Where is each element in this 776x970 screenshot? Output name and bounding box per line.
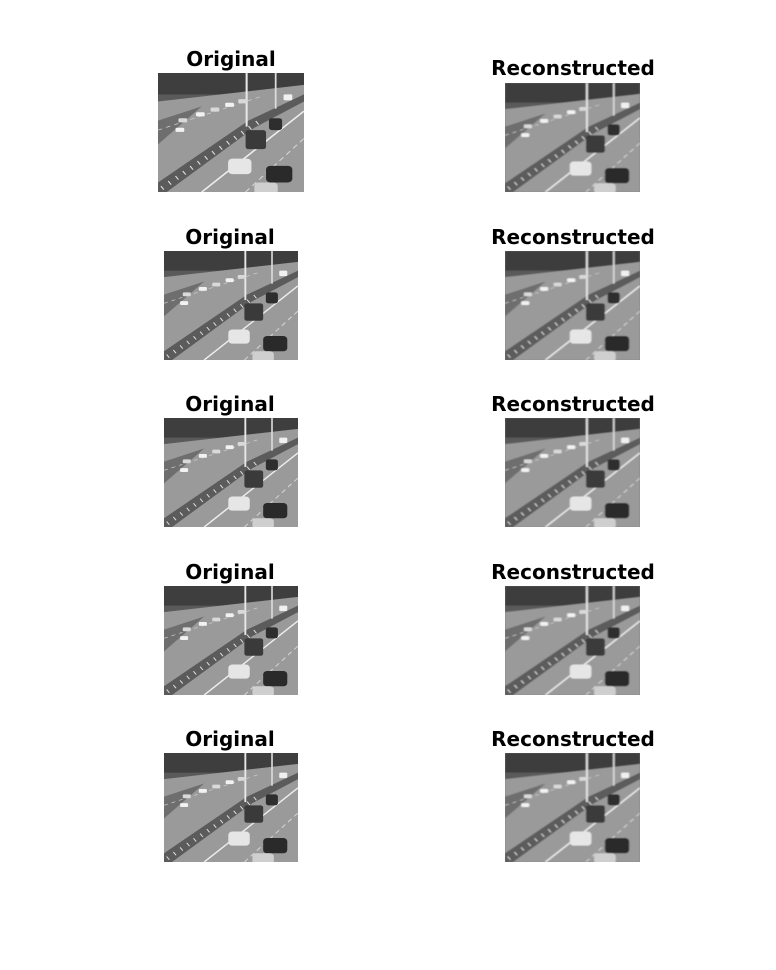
reconstructed-image-4 bbox=[505, 586, 640, 695]
original-title-5: Original bbox=[185, 727, 275, 751]
traffic-scene bbox=[505, 586, 640, 695]
traffic-scene bbox=[164, 753, 298, 862]
reconstructed-panel-3: Reconstructed bbox=[480, 393, 666, 527]
original-panel-5: Original bbox=[150, 728, 310, 862]
traffic-scene bbox=[505, 83, 640, 192]
original-image-5 bbox=[164, 753, 298, 862]
reconstructed-panel-2: Reconstructed bbox=[480, 226, 666, 360]
original-image-4 bbox=[164, 586, 298, 695]
original-panel-3: Original bbox=[150, 393, 310, 527]
reconstructed-panel-5: Reconstructed bbox=[480, 728, 666, 862]
original-title-2: Original bbox=[185, 225, 275, 249]
original-title-4: Original bbox=[185, 560, 275, 584]
original-panel-4: Original bbox=[150, 561, 310, 695]
reconstructed-image-1 bbox=[505, 83, 640, 192]
traffic-scene bbox=[164, 418, 298, 527]
reconstructed-panel-1: Reconstructed bbox=[480, 57, 666, 192]
traffic-scene bbox=[505, 418, 640, 527]
reconstructed-image-2 bbox=[505, 251, 640, 360]
traffic-scene bbox=[505, 251, 640, 360]
original-image-3 bbox=[164, 418, 298, 527]
reconstructed-image-5 bbox=[505, 753, 640, 862]
original-image-1 bbox=[158, 73, 304, 192]
reconstructed-title-5: Reconstructed bbox=[491, 727, 655, 751]
reconstructed-panel-4: Reconstructed bbox=[480, 561, 666, 695]
traffic-scene bbox=[164, 251, 298, 360]
original-title-1: Original bbox=[186, 47, 276, 71]
original-panel-1: Original bbox=[158, 48, 304, 192]
reconstructed-title-4: Reconstructed bbox=[491, 560, 655, 584]
original-panel-2: Original bbox=[150, 226, 310, 360]
reconstructed-title-3: Reconstructed bbox=[491, 392, 655, 416]
traffic-scene bbox=[158, 73, 304, 192]
reconstructed-title-2: Reconstructed bbox=[491, 225, 655, 249]
reconstructed-image-3 bbox=[505, 418, 640, 527]
reconstructed-title-1: Reconstructed bbox=[491, 56, 655, 80]
original-title-3: Original bbox=[185, 392, 275, 416]
traffic-scene bbox=[505, 753, 640, 862]
traffic-scene bbox=[164, 586, 298, 695]
original-image-2 bbox=[164, 251, 298, 360]
